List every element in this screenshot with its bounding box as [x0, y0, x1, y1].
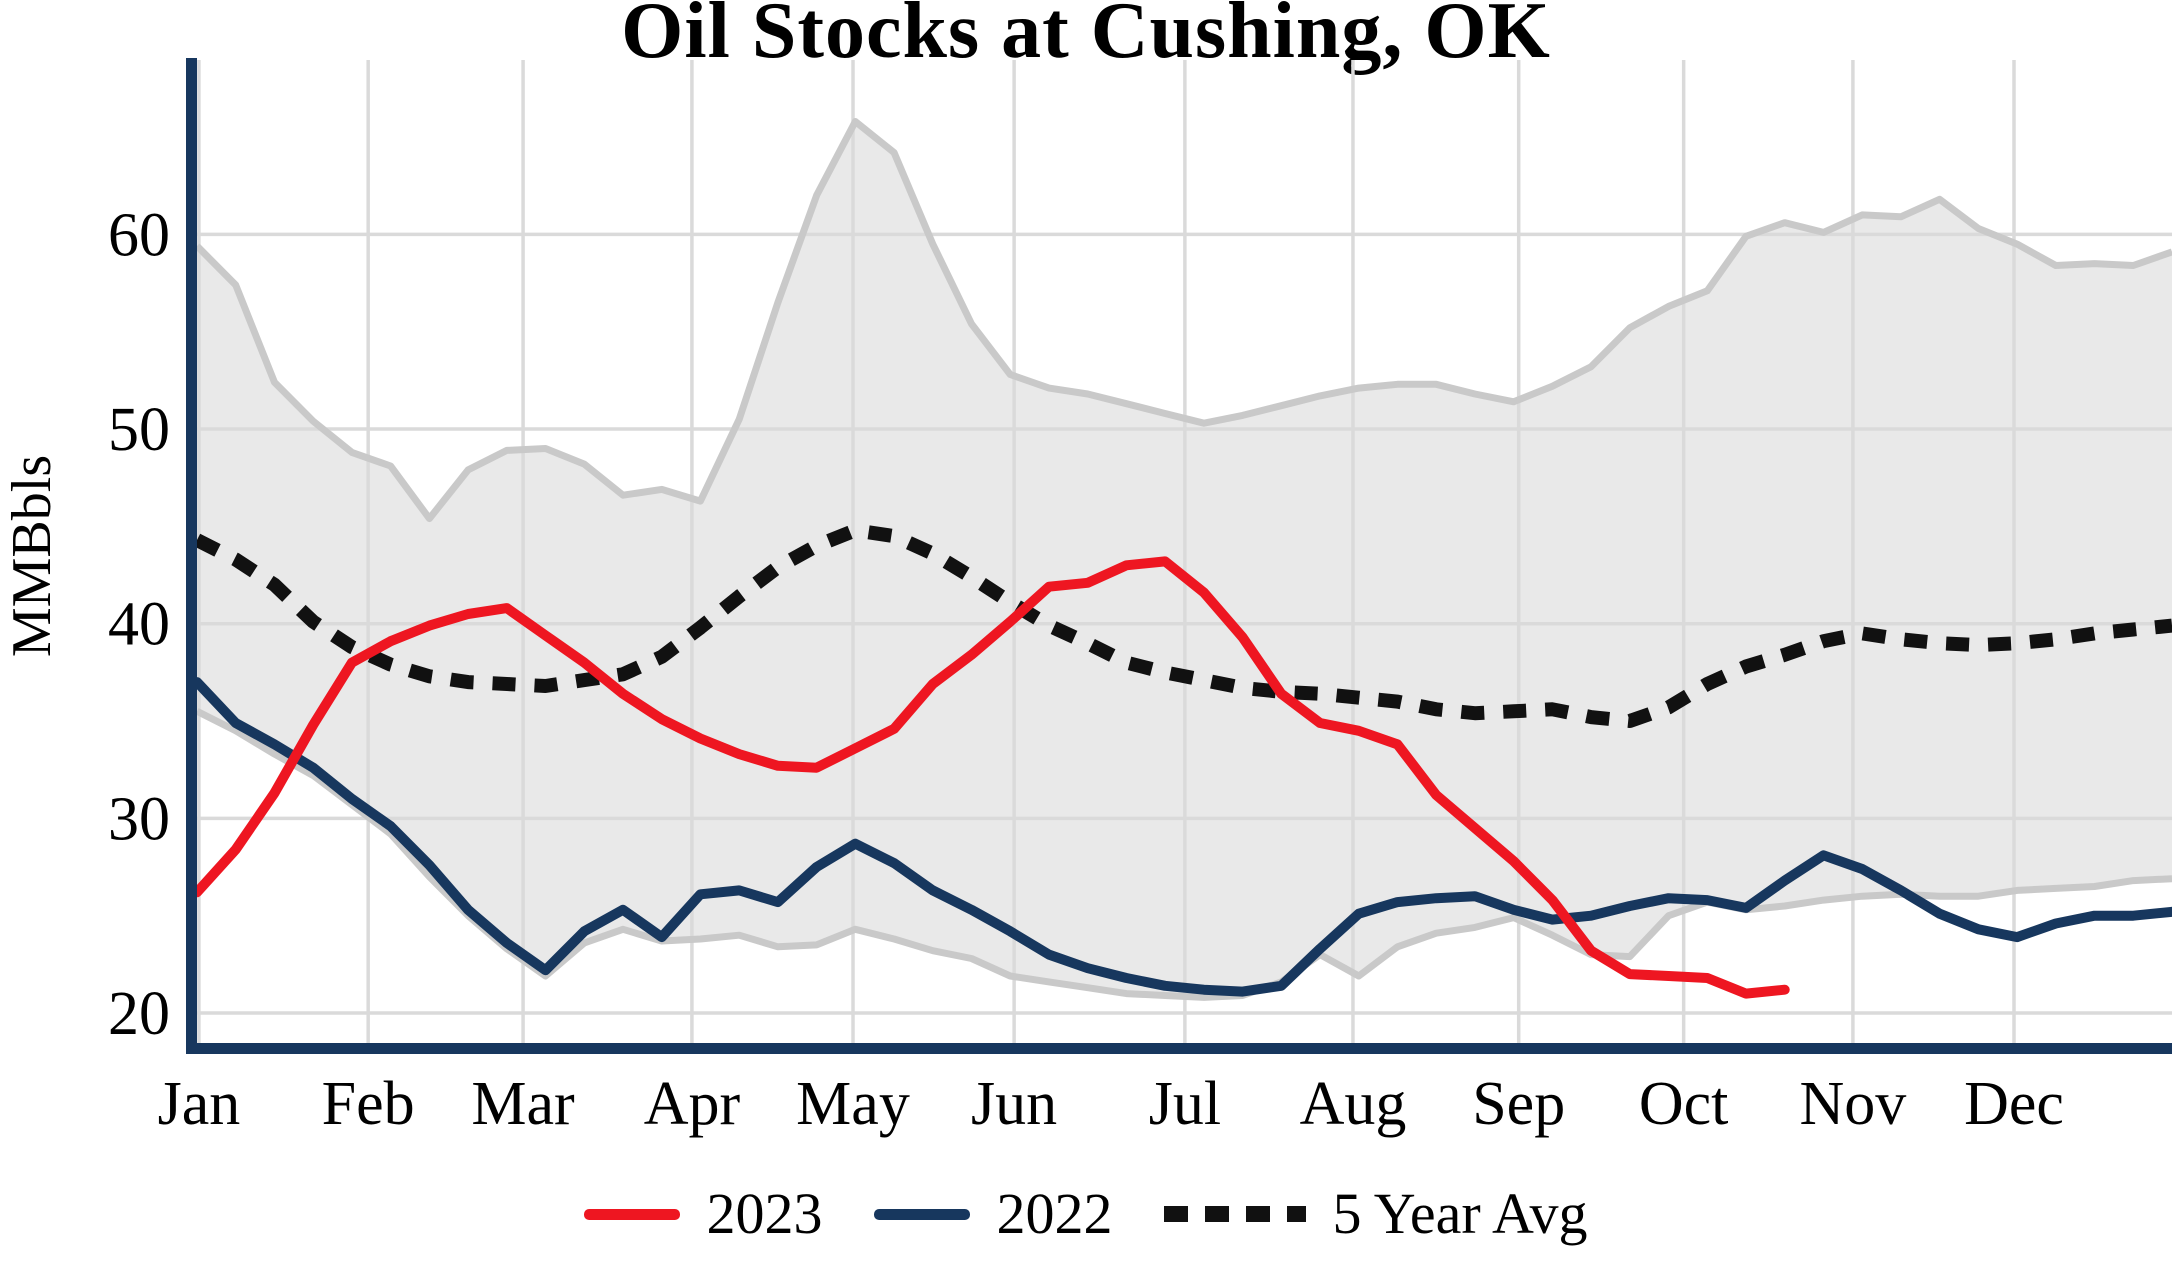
chart-title: Oil Stocks at Cushing, OK — [621, 0, 1551, 75]
y-tick-label: 20 — [108, 980, 170, 1048]
range-band-upper-edge — [194, 118, 2172, 523]
legend-swatch-2022 — [874, 1208, 971, 1220]
y-tick-label: 30 — [108, 785, 170, 853]
x-tick-label: Oct — [1639, 1070, 1729, 1138]
legend-label: 2023 — [706, 1181, 823, 1246]
series-line-2023 — [192, 556, 1790, 999]
y-axis — [186, 58, 197, 1054]
x-tick-label: Aug — [1300, 1070, 1407, 1138]
x-tick-label: May — [796, 1070, 910, 1138]
y-tick-label: 40 — [108, 591, 170, 659]
x-tick-label: Dec — [1964, 1070, 2064, 1138]
legend-label: 5 Year Avg — [1332, 1181, 1588, 1246]
x-tick-label: Feb — [322, 1070, 415, 1138]
x-tick-label: Apr — [644, 1070, 741, 1138]
legend-item-2023: 2023 — [584, 1185, 822, 1243]
legend-swatch-5-year-avg — [1164, 1206, 1307, 1222]
x-tick-label: Mar — [471, 1070, 575, 1138]
legend-swatch-2023 — [584, 1208, 681, 1220]
x-tick-label: Jul — [1149, 1070, 1221, 1138]
legend-label: 2022 — [996, 1181, 1113, 1246]
x-axis — [186, 1043, 2172, 1054]
x-tick-label: Nov — [1800, 1070, 1907, 1138]
x-tick-label: Jun — [971, 1070, 1057, 1138]
x-tick-label: Sep — [1472, 1070, 1565, 1138]
y-tick-label: 50 — [108, 396, 170, 464]
y-tick-label: 60 — [108, 201, 170, 269]
legend-item-2022: 2022 — [874, 1185, 1112, 1243]
series-line-5-year-avg — [193, 523, 2172, 728]
x-tick-label: Jan — [158, 1070, 241, 1138]
series-line-2022 — [192, 677, 2172, 997]
legend-item-5-year-avg: 5 Year Avg — [1164, 1181, 1588, 1246]
legend: 2023 2022 5 Year Avg — [0, 1168, 2172, 1260]
